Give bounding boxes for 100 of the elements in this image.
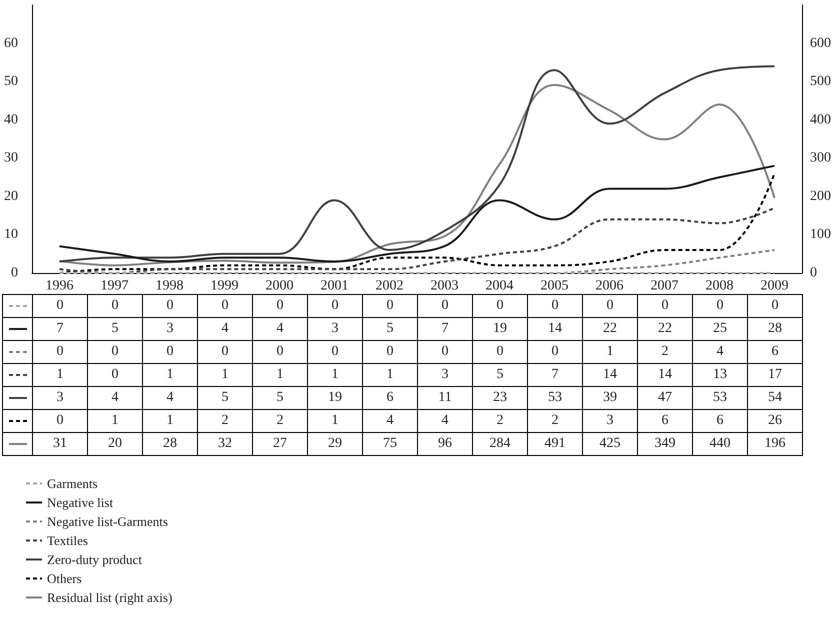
data-label: 2	[252, 410, 308, 432]
data-label: 5	[252, 386, 308, 410]
data-label: 0	[472, 340, 528, 364]
y-tick-label: 30	[4, 150, 18, 166]
y-tick-label: 0	[11, 266, 18, 280]
data-label: 2	[198, 410, 252, 432]
y2-tick-label: 100	[810, 227, 831, 242]
data-label: 6	[748, 340, 802, 364]
data-label: 39	[582, 386, 638, 410]
data-label: 284	[472, 432, 528, 456]
data-label: 349	[638, 432, 692, 456]
data-label: 20	[88, 432, 142, 456]
data-label: 29	[308, 432, 362, 456]
data-label: 75	[362, 432, 418, 456]
data-label: 3	[418, 364, 472, 386]
y2-tick-label: 600	[810, 36, 831, 51]
data-label: 14	[528, 318, 582, 340]
data-label: 1	[582, 340, 638, 364]
x-tick-label: 1996	[46, 278, 74, 294]
legend-label: Others	[47, 571, 82, 586]
data-label: 4	[252, 318, 308, 340]
data-label: 17	[748, 364, 802, 386]
data-label: 2	[528, 410, 582, 432]
data-label: 2	[472, 410, 528, 432]
data-label: 19	[472, 318, 528, 340]
data-label: 19	[308, 386, 362, 410]
data-label: 1	[308, 410, 362, 432]
x-tick-label: 2006	[596, 278, 624, 294]
data-label: 491	[528, 432, 582, 456]
x-tick-label: 2003	[430, 278, 458, 294]
data-label: 0	[362, 340, 418, 364]
legend-label: Zero-duty product	[47, 552, 142, 567]
legend-label: Garments	[47, 476, 98, 491]
data-label: 1	[142, 364, 198, 386]
legend-label: Negative list	[47, 495, 114, 510]
data-label: 0	[252, 340, 308, 364]
data-label: 0	[198, 294, 252, 318]
y-tick-label: 40	[4, 112, 18, 128]
data-label: 4	[88, 386, 142, 410]
data-label: 440	[692, 432, 748, 456]
data-label: 0	[638, 294, 692, 318]
data-label: 4	[142, 386, 198, 410]
data-label: 28	[142, 432, 198, 456]
data-label: 3	[582, 410, 638, 432]
data-label: 0	[528, 294, 582, 318]
data-label: 4	[198, 318, 252, 340]
data-label: 0	[32, 410, 88, 432]
data-label: 23	[472, 386, 528, 410]
x-tick-label: 2004	[486, 278, 514, 294]
data-label: 53	[528, 386, 582, 410]
data-label: 26	[748, 410, 802, 432]
x-tick-label: 1999	[210, 278, 238, 294]
data-label: 5	[472, 364, 528, 386]
data-label: 7	[528, 364, 582, 386]
data-label: 0	[142, 340, 198, 364]
y-tick-label: 10	[4, 227, 18, 242]
x-tick-label: 2000	[266, 278, 294, 294]
x-tick-label: 2005	[540, 278, 568, 294]
data-label: 2	[638, 340, 692, 364]
data-label: 0	[528, 340, 582, 364]
data-label: 3	[308, 318, 362, 340]
data-label: 5	[198, 386, 252, 410]
data-label: 7	[418, 318, 472, 340]
data-label: 28	[748, 318, 802, 340]
y2-tick-label: 500	[810, 74, 831, 90]
y-tick-label: 60	[4, 36, 18, 51]
data-label: 22	[582, 318, 638, 340]
line-series	[58, 164, 776, 263]
data-label: 5	[88, 318, 142, 340]
data-label: 4	[362, 410, 418, 432]
data-label: 0	[198, 340, 252, 364]
legend-label: Textiles	[47, 533, 88, 548]
data-label: 22	[638, 318, 692, 340]
data-label: 425	[582, 432, 638, 456]
data-label: 4	[418, 410, 472, 432]
data-label: 0	[142, 294, 198, 318]
legend-label: Residual list (right axis)	[47, 590, 172, 605]
data-label: 0	[692, 294, 748, 318]
data-label: 0	[472, 294, 528, 318]
data-label: 3	[142, 318, 198, 340]
data-label: 1	[252, 364, 308, 386]
data-label: 0	[418, 340, 472, 364]
data-label: 6	[638, 410, 692, 432]
data-label: 0	[252, 294, 308, 318]
data-label: 1	[32, 364, 88, 386]
data-label: 4	[692, 340, 748, 364]
x-tick-label: 2007	[650, 278, 678, 294]
data-label: 1	[198, 364, 252, 386]
data-label: 6	[692, 410, 748, 432]
data-label: 1	[142, 410, 198, 432]
data-label: 7	[32, 318, 88, 340]
line-series	[58, 206, 776, 274]
data-label: 0	[88, 294, 142, 318]
data-label: 13	[692, 364, 748, 386]
x-tick-label: 1998	[156, 278, 184, 294]
data-label: 53	[692, 386, 748, 410]
data-label: 1	[88, 410, 142, 432]
data-label: 32	[198, 432, 252, 456]
data-label: 0	[418, 294, 472, 318]
data-label: 1	[362, 364, 418, 386]
